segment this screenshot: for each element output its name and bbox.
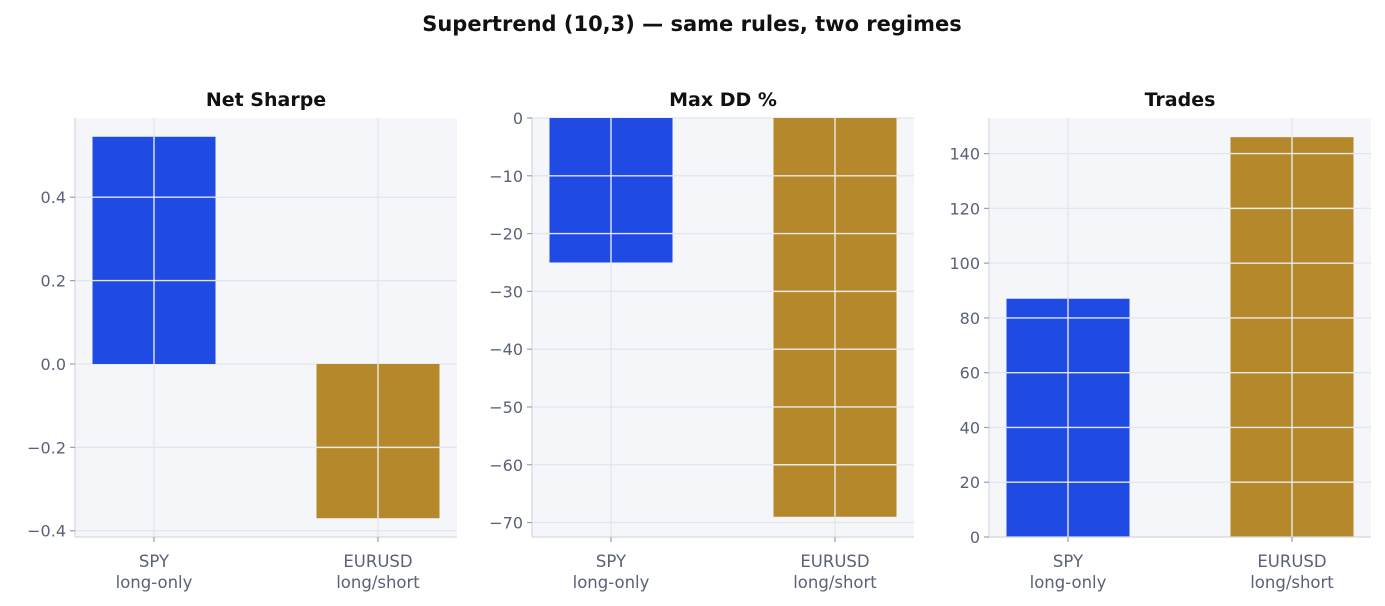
panel-1: −70 −60 −50 −40 −30 −20 −10 0 SPY long-only EURUSD… (489, 89, 914, 592)
x-category-label: SPY long-only (1030, 552, 1107, 592)
chart-panels: −0.4 −0.2 0.0 0.2 0.4 SPY long-only EURUSD long/… (27, 89, 1371, 592)
y-tick-label: 100 (949, 254, 980, 273)
y-tick-label: 140 (949, 145, 980, 164)
y-tick-label: 0.2 (41, 272, 66, 291)
x-category-label: SPY long-only (116, 552, 193, 592)
panel-title: Net Sharpe (206, 89, 326, 111)
y-tick-label: 0 (513, 109, 523, 128)
x-category-label: EURUSD long/short (793, 552, 877, 592)
y-tick-label: −60 (489, 456, 523, 475)
y-tick-label: −20 (489, 225, 523, 244)
panel-title: Max DD % (669, 89, 777, 111)
figure-title: Supertrend (10,3) — same rules, two regi… (422, 12, 962, 36)
y-tick-label: 80 (960, 309, 980, 328)
x-category-label: EURUSD long/short (1250, 552, 1334, 592)
y-tick-label: 0.4 (41, 188, 66, 207)
y-tick-label: −0.2 (27, 438, 66, 457)
y-tick-label: 20 (960, 473, 980, 492)
panel-2: 0 20 40 60 80 100 120 140 SPY long-only EURUSD long… (949, 89, 1371, 592)
panel-0: −0.4 −0.2 0.0 0.2 0.4 SPY long-only EURUSD long/… (27, 89, 457, 592)
x-category-label: EURUSD long/short (336, 552, 420, 592)
y-tick-label: 40 (960, 418, 980, 437)
panel-title: Trades (1145, 89, 1216, 111)
y-tick-label: −30 (489, 282, 523, 301)
y-tick-label: −0.4 (27, 522, 66, 541)
y-tick-label: 60 (960, 364, 980, 383)
y-tick-label: −50 (489, 398, 523, 417)
y-tick-label: −70 (489, 514, 523, 533)
y-tick-label: −10 (489, 167, 523, 186)
y-tick-label: −40 (489, 340, 523, 359)
x-category-label: SPY long-only (573, 552, 650, 592)
y-tick-label: 0 (970, 528, 980, 547)
y-tick-label: 0.0 (41, 355, 66, 374)
y-tick-label: 120 (949, 199, 980, 218)
